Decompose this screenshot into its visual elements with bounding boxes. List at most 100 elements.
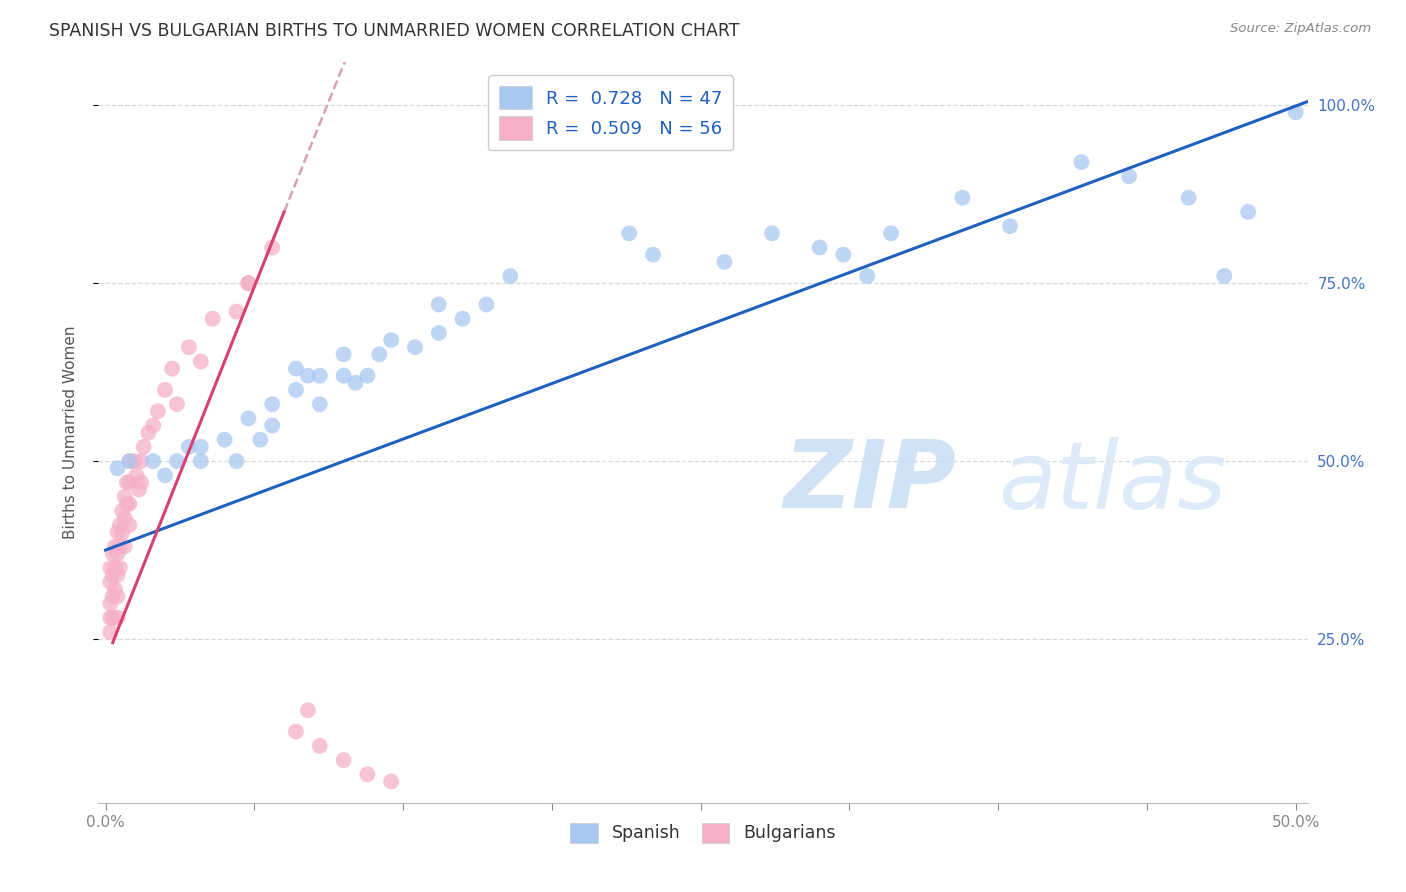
Point bbox=[880, 227, 903, 241]
Text: atlas: atlas bbox=[998, 437, 1226, 528]
Point bbox=[427, 326, 450, 340]
Point bbox=[101, 610, 124, 624]
Point bbox=[1070, 155, 1092, 169]
Point bbox=[101, 590, 124, 604]
Point bbox=[111, 525, 134, 540]
Text: SPANISH VS BULGARIAN BIRTHS TO UNMARRIED WOMEN CORRELATION CHART: SPANISH VS BULGARIAN BIRTHS TO UNMARRIED… bbox=[49, 22, 740, 40]
Point bbox=[104, 561, 127, 575]
Text: ZIP: ZIP bbox=[785, 436, 957, 528]
Point bbox=[98, 597, 121, 611]
Point bbox=[238, 411, 260, 425]
Point bbox=[285, 361, 308, 376]
Point bbox=[101, 568, 124, 582]
Point bbox=[713, 254, 735, 268]
Point bbox=[332, 347, 354, 361]
Legend: Spanish, Bulgarians: Spanish, Bulgarians bbox=[564, 815, 842, 850]
Point bbox=[107, 547, 129, 561]
Point bbox=[118, 475, 141, 490]
Point bbox=[108, 561, 131, 575]
Point bbox=[1237, 205, 1260, 219]
Point bbox=[190, 454, 212, 468]
Point bbox=[368, 347, 391, 361]
Point bbox=[128, 483, 150, 497]
Point bbox=[108, 518, 131, 533]
Point bbox=[118, 454, 141, 468]
Point bbox=[138, 425, 160, 440]
Point bbox=[98, 624, 121, 639]
Point bbox=[107, 525, 129, 540]
Point bbox=[225, 454, 247, 468]
Point bbox=[238, 276, 260, 290]
Point bbox=[177, 340, 200, 354]
Point bbox=[108, 540, 131, 554]
Point bbox=[114, 511, 136, 525]
Point bbox=[166, 454, 188, 468]
Point bbox=[111, 504, 134, 518]
Point bbox=[129, 454, 152, 468]
Point bbox=[142, 418, 165, 433]
Point bbox=[107, 610, 129, 624]
Point bbox=[146, 404, 169, 418]
Point bbox=[332, 368, 354, 383]
Point bbox=[115, 497, 138, 511]
Point bbox=[808, 240, 831, 255]
Y-axis label: Births to Unmarried Women: Births to Unmarried Women bbox=[63, 326, 77, 540]
Point bbox=[380, 774, 402, 789]
Point bbox=[380, 333, 402, 347]
Point bbox=[118, 454, 141, 468]
Point bbox=[356, 368, 378, 383]
Point bbox=[160, 361, 183, 376]
Point bbox=[475, 297, 498, 311]
Point bbox=[114, 540, 136, 554]
Point bbox=[118, 497, 141, 511]
Point bbox=[344, 376, 367, 390]
Point bbox=[132, 440, 155, 454]
Point bbox=[308, 739, 330, 753]
Point bbox=[249, 433, 271, 447]
Point bbox=[641, 247, 664, 261]
Point bbox=[118, 518, 141, 533]
Point bbox=[142, 454, 165, 468]
Point bbox=[1177, 191, 1199, 205]
Point bbox=[451, 311, 474, 326]
Point bbox=[98, 610, 121, 624]
Point bbox=[129, 475, 152, 490]
Point bbox=[104, 582, 127, 597]
Point bbox=[332, 753, 354, 767]
Point bbox=[262, 240, 284, 255]
Point bbox=[125, 468, 148, 483]
Point bbox=[998, 219, 1021, 234]
Point bbox=[177, 440, 200, 454]
Point bbox=[404, 340, 426, 354]
Point bbox=[107, 461, 129, 475]
Point bbox=[201, 311, 224, 326]
Point bbox=[262, 418, 284, 433]
Point bbox=[499, 268, 522, 283]
Point bbox=[166, 397, 188, 411]
Point bbox=[107, 590, 129, 604]
Point bbox=[238, 276, 260, 290]
Point bbox=[308, 368, 330, 383]
Point bbox=[122, 454, 145, 468]
Point bbox=[190, 354, 212, 368]
Point bbox=[225, 304, 247, 318]
Point bbox=[285, 724, 308, 739]
Point bbox=[115, 475, 138, 490]
Point bbox=[98, 561, 121, 575]
Point bbox=[297, 368, 319, 383]
Point bbox=[427, 297, 450, 311]
Text: Source: ZipAtlas.com: Source: ZipAtlas.com bbox=[1230, 22, 1371, 36]
Point bbox=[1285, 105, 1308, 120]
Point bbox=[190, 440, 212, 454]
Point bbox=[952, 191, 974, 205]
Point bbox=[1118, 169, 1140, 184]
Point bbox=[619, 227, 641, 241]
Point bbox=[761, 227, 783, 241]
Point bbox=[114, 490, 136, 504]
Point bbox=[832, 247, 855, 261]
Point bbox=[285, 383, 308, 397]
Point bbox=[297, 703, 319, 717]
Point bbox=[1213, 268, 1236, 283]
Point bbox=[356, 767, 378, 781]
Point bbox=[856, 268, 879, 283]
